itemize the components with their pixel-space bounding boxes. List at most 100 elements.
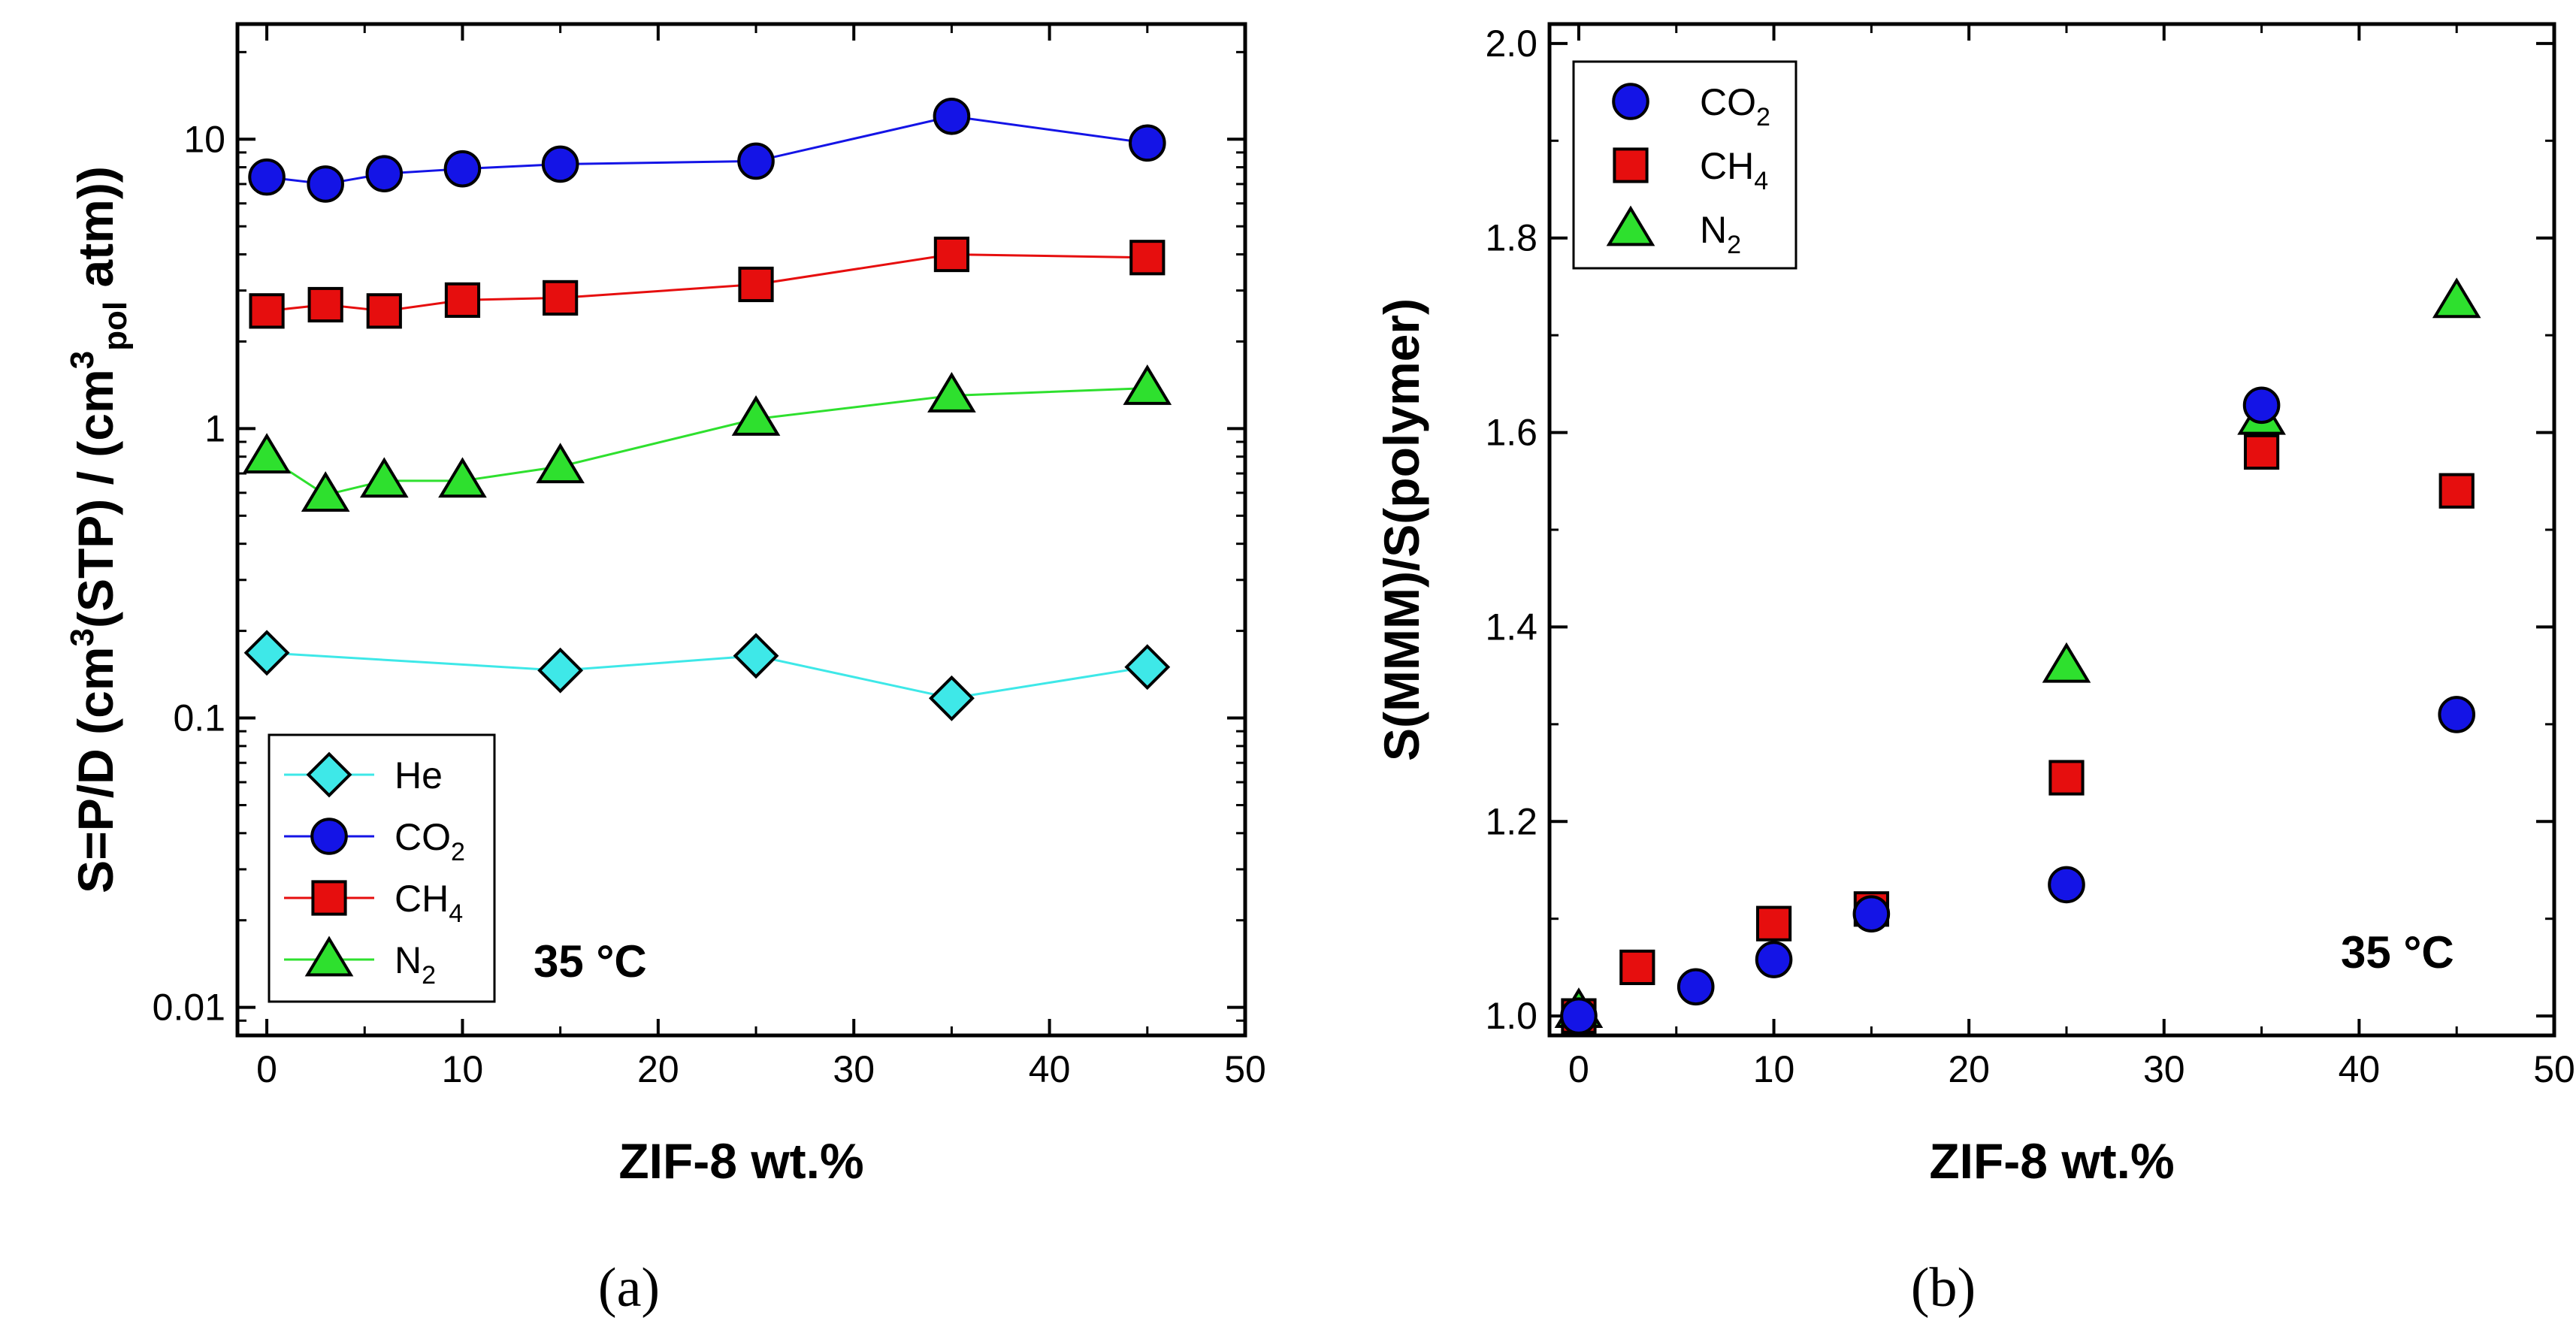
data-point-CO2 xyxy=(1755,941,1793,978)
data-point-CH4 xyxy=(1755,905,1792,942)
y-tick-label: 2.0 xyxy=(1485,23,1537,65)
x-tick-label: 0 xyxy=(256,1048,277,1090)
data-point-He xyxy=(733,633,779,679)
data-point-CH4 xyxy=(2438,473,2475,509)
y-tick-label: 1 xyxy=(204,407,225,449)
series-line-N2 xyxy=(266,387,1147,497)
data-point-CO2 xyxy=(2048,866,2085,904)
plot-frame xyxy=(1547,22,2556,1038)
panel-b: 0 10 20 30 40 501.01.21.41.61.82.0CO2CH4N235 … xyxy=(1374,22,2575,1319)
y-axis-title: S=P/D (cm3(STP) / (cm3pol atm)) xyxy=(64,166,134,893)
legend-label-CO2: CO2 xyxy=(1700,81,1770,131)
x-tick-label: 10 xyxy=(442,1048,484,1090)
panel-label-a: (a) xyxy=(598,1257,660,1319)
data-point-CH4 xyxy=(1619,949,1655,986)
data-point-N2 xyxy=(242,433,292,474)
data-point-CO2 xyxy=(443,150,482,188)
temperature-annotation: 35 °C xyxy=(2341,927,2454,978)
y-axis-title-part: 3 xyxy=(64,628,101,646)
data-point-He xyxy=(1124,644,1171,691)
legend-marker-CO2 xyxy=(1612,83,1649,120)
legend-label-CO2-main: CO xyxy=(1700,81,1756,123)
series-line-He xyxy=(266,651,1148,700)
legend-label-CH4: CH4 xyxy=(395,878,463,928)
legend-marker-CH4 xyxy=(1613,147,1649,183)
y-axis-title-part: (STP) / (cm xyxy=(68,369,123,628)
data-point-CO2 xyxy=(2242,386,2281,425)
data-point-CO2 xyxy=(737,142,775,180)
legend-box xyxy=(1572,60,1797,270)
data-point-N2 xyxy=(359,457,409,498)
legend-label-CH4-main: CH xyxy=(395,878,449,920)
data-point-CH4 xyxy=(1129,240,1166,276)
x-tick-label: 20 xyxy=(1948,1048,1990,1090)
y-tick-label: 0.1 xyxy=(173,697,225,739)
data-point-CO2 xyxy=(1852,895,1891,933)
legend-marker-N2 xyxy=(1606,205,1655,246)
x-axis-title: ZIF-8 wt.% xyxy=(618,1133,863,1189)
data-point-CH4 xyxy=(249,293,285,329)
y-axis-title-part: atm)) xyxy=(68,166,123,301)
data-point-CO2 xyxy=(1677,968,1715,1006)
data-point-N2 xyxy=(438,457,487,498)
legend-label-CH4-sub: 4 xyxy=(1754,167,1768,195)
data-point-He xyxy=(537,647,584,694)
data-point-CH4 xyxy=(738,266,774,303)
legend-label-N2-sub: 2 xyxy=(422,961,436,990)
x-tick-label: 20 xyxy=(637,1048,679,1090)
y-tick-label: 0.01 xyxy=(153,987,225,1029)
legend-label-CH4: CH4 xyxy=(1700,145,1768,195)
legend-label-CO2-sub: 2 xyxy=(1756,103,1770,131)
plot-frame xyxy=(235,22,1247,1038)
data-point-N2 xyxy=(731,395,781,436)
x-tick-label: 30 xyxy=(2143,1048,2185,1090)
data-point-N2 xyxy=(536,443,585,484)
x-tick-label: 40 xyxy=(2339,1048,2381,1090)
y-tick-label: 1.6 xyxy=(1485,412,1537,454)
y-tick-label: 10 xyxy=(183,118,225,160)
y-axis-title-part: S=P/D (cm xyxy=(68,647,123,893)
legend-label-N2: N2 xyxy=(395,939,436,990)
x-tick-label: 30 xyxy=(833,1048,875,1090)
data-point-N2 xyxy=(927,372,976,413)
data-point-N2 xyxy=(1123,364,1172,405)
legend-label-N2: N2 xyxy=(1700,209,1741,259)
legend-marker-CO2 xyxy=(310,818,348,855)
x-axis-title: ZIF-8 wt.% xyxy=(1929,1133,2174,1189)
x-tick-label: 0 xyxy=(1568,1048,1589,1090)
x-tick-label: 50 xyxy=(2533,1048,2575,1090)
data-point-CH4 xyxy=(366,293,402,329)
legend-box xyxy=(268,733,496,1003)
data-point-He xyxy=(928,675,975,721)
data-point-CO2 xyxy=(1129,124,1166,162)
y-tick-label: 1.4 xyxy=(1485,606,1537,648)
temperature-annotation: 35 °C xyxy=(534,936,647,987)
y-tick-label: 1.0 xyxy=(1485,995,1537,1037)
legend-label-CH4-main: CH xyxy=(1700,145,1754,187)
legend-marker-He xyxy=(306,751,352,798)
data-point-CH4 xyxy=(543,280,579,316)
y-axis-title-part: pol xyxy=(97,301,134,351)
data-point-N2 xyxy=(2432,277,2481,319)
data-point-CH4 xyxy=(2048,760,2085,796)
legend-label-CO2: CO2 xyxy=(395,816,465,866)
y-axis-title: S(MMM)/S(polymer) xyxy=(1374,298,1429,761)
data-point-CO2 xyxy=(365,155,404,192)
data-point-CH4 xyxy=(933,236,970,273)
legend-label-CH4-sub: 4 xyxy=(449,899,463,928)
x-tick-label: 10 xyxy=(1753,1048,1795,1090)
y-axis-title-part: 3 xyxy=(64,351,101,369)
legend-label-N2-main: N xyxy=(1700,209,1727,251)
data-point-CO2 xyxy=(248,158,286,196)
data-point-CO2 xyxy=(307,165,344,203)
data-point-N2 xyxy=(301,471,350,512)
y-tick-label: 1.8 xyxy=(1485,217,1537,259)
legend-label-He: He xyxy=(395,754,443,796)
data-point-CO2 xyxy=(541,145,579,183)
data-point-N2 xyxy=(2042,642,2091,683)
data-point-CH4 xyxy=(2243,434,2280,470)
x-tick-label: 50 xyxy=(1224,1048,1266,1090)
legend-marker-N2 xyxy=(304,936,354,977)
